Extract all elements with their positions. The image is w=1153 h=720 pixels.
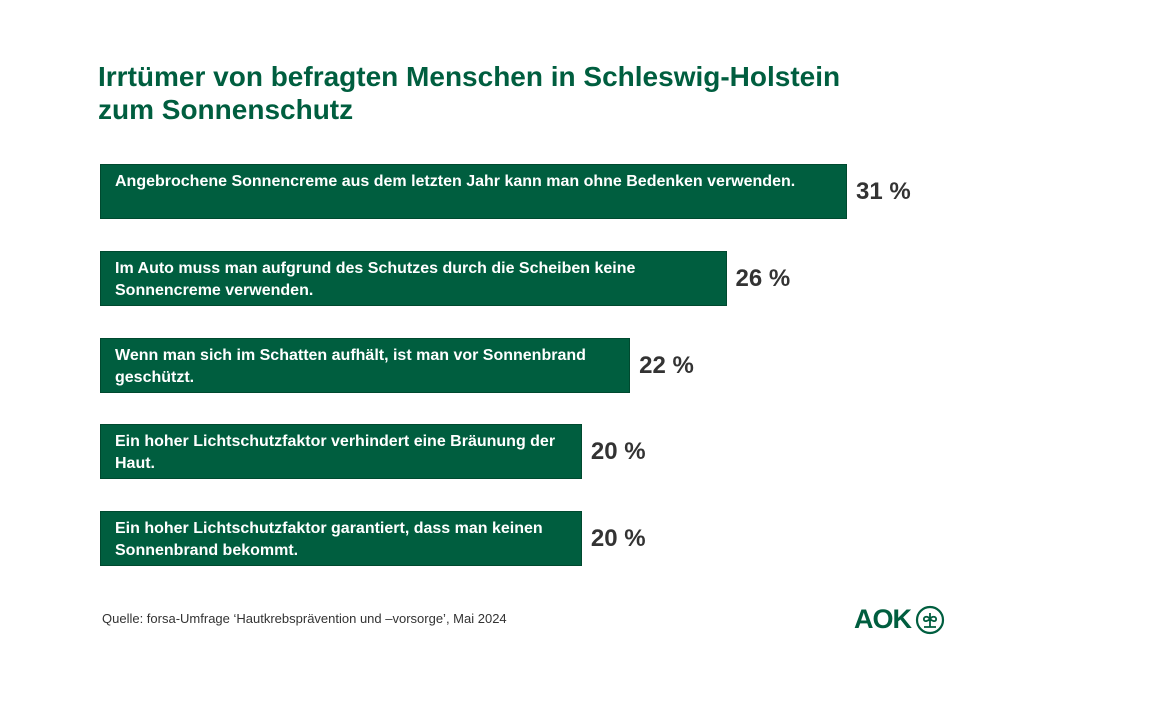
logo-text: AOK — [854, 604, 912, 634]
bar-label: Ein hoher Lichtschutzfaktor verhindert e… — [115, 433, 556, 472]
bar: Angebrochene Sonnencreme aus dem letzten… — [100, 164, 847, 219]
bar: Im Auto muss man aufgrund des Schutzes d… — [100, 251, 727, 306]
value-label: 20 % — [590, 525, 646, 552]
value-label: 22 % — [639, 352, 694, 379]
bar-label: Angebrochene Sonnencreme aus dem letzten… — [115, 173, 796, 190]
value-label: 31 % — [856, 178, 911, 205]
aok-tree-icon — [915, 605, 945, 634]
bar-label: Wenn man sich im Schatten aufhält, ist m… — [115, 347, 586, 386]
bar-label: Im Auto muss man aufgrund des Schutzes d… — [115, 260, 636, 299]
value-label: 20 % — [590, 438, 646, 465]
bar: Ein hoher Lichtschutzfaktor garantiert, … — [100, 511, 582, 566]
source-note: Quelle: forsa-Umfrage ‘Hautkrebspräventi… — [102, 611, 507, 626]
value-label: 26 % — [735, 265, 791, 292]
bar: Wenn man sich im Schatten aufhält, ist m… — [100, 338, 631, 393]
aok-logo: AOK — [854, 604, 945, 635]
bar-label: Ein hoher Lichtschutzfaktor garantiert, … — [115, 520, 543, 559]
chart-title: Irrtümer von befragten Menschen in Schle… — [98, 61, 841, 125]
bar: Ein hoher Lichtschutzfaktor verhindert e… — [100, 424, 582, 479]
